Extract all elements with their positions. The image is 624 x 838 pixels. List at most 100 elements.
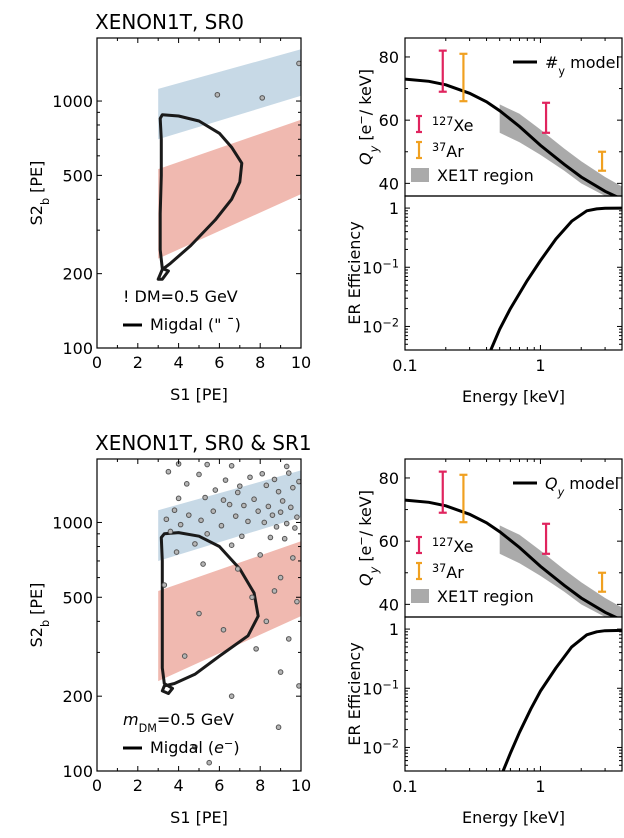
data-point xyxy=(167,528,174,535)
data-point xyxy=(204,461,210,468)
y-tick-label: 200 xyxy=(62,687,93,706)
data-point xyxy=(285,636,292,642)
y-tick-label: 40 xyxy=(379,595,399,614)
eff-panel-eff_top: 1 10−1 10−2 0.1 1 ER Efficiency Energy [keV] xyxy=(345,195,623,406)
data-point xyxy=(271,476,278,483)
migdal-contour xyxy=(159,531,260,695)
x-tick-label: 6 xyxy=(214,776,224,795)
data-point xyxy=(228,463,235,469)
y-axis-label: Qy [e−/ keV] xyxy=(355,490,381,586)
data-point xyxy=(279,498,286,504)
data-point xyxy=(214,91,221,98)
x-tick-label: 1 xyxy=(535,777,545,796)
data-point xyxy=(175,495,182,502)
data-point xyxy=(206,759,212,766)
x-tick-label: 0 xyxy=(92,353,102,372)
data-point xyxy=(226,501,233,508)
scatter-panel-scatter_sr0: 0 2 4 6 8 10 100 200 500 1000 XENON1T, SR0 S1 [PE] S… xyxy=(27,10,311,404)
eff-panel-eff_bottom: 1 10−1 10−2 0.1 1 ER Efficiency Energy [keV] xyxy=(345,616,623,827)
data-point xyxy=(277,669,284,675)
plot-area xyxy=(489,206,622,350)
data-point xyxy=(271,588,278,594)
migdal-contour xyxy=(156,113,244,281)
data-point xyxy=(285,470,292,476)
data-point xyxy=(296,478,301,485)
y-tick-label: 1 xyxy=(389,199,399,218)
legend-region: XE1T region xyxy=(437,166,534,185)
y-axis-label: Qy [e−/ keV] xyxy=(355,69,381,165)
data-point xyxy=(257,552,264,558)
data-point xyxy=(277,509,284,515)
legend-mass: ! DM=0.5 GeV xyxy=(123,287,238,306)
data-point xyxy=(259,95,266,101)
data-point xyxy=(288,504,294,511)
data-point xyxy=(290,555,296,561)
x-tick-label: 8 xyxy=(255,353,265,372)
data-point xyxy=(263,482,270,489)
data-point xyxy=(251,496,257,503)
y-tick-label: 80 xyxy=(379,48,399,67)
legend-region: XE1T region xyxy=(437,587,534,606)
data-point xyxy=(292,525,298,531)
data-point xyxy=(269,512,276,518)
legend-region-swatch xyxy=(411,168,429,182)
y-tick-label: 100 xyxy=(62,339,93,358)
legend-migdal: Migdal (" ¯) xyxy=(150,315,241,334)
data-point xyxy=(232,513,239,519)
data-point xyxy=(290,484,296,491)
y-tick-label: 10−1 xyxy=(362,257,399,278)
data-point xyxy=(161,582,168,588)
data-point xyxy=(294,514,300,520)
qy-panel-qy_top: 40 60 80 Qy [e−/ keV] #y model 127Xe 37Ar XE1T … xyxy=(355,37,623,197)
data-point xyxy=(241,502,247,509)
x-tick-label: 10 xyxy=(291,776,311,795)
legend-xe127: 127Xe xyxy=(432,536,473,557)
efficiency-curve xyxy=(489,206,622,350)
data-point xyxy=(200,561,206,567)
y-axis-label: S2b [PE] xyxy=(27,161,52,226)
legend-migdal: Migdal (e−) xyxy=(150,737,240,758)
x-tick-label: 1 xyxy=(535,356,545,375)
x-tick-label: 8 xyxy=(255,776,265,795)
data-point xyxy=(247,474,253,481)
data-point xyxy=(275,724,282,731)
x-axis-label: Energy [keV] xyxy=(462,808,565,827)
x-tick-label: 4 xyxy=(174,353,184,372)
y-axis-label: ER Efficiency xyxy=(345,642,364,745)
data-point xyxy=(163,516,170,523)
data-point xyxy=(275,488,282,495)
y-tick-label: 200 xyxy=(62,265,93,284)
er-band xyxy=(158,470,301,561)
data-point xyxy=(283,463,290,470)
y-tick-label: 40 xyxy=(379,174,399,193)
plot-area xyxy=(501,628,622,771)
data-point xyxy=(165,468,172,475)
x-tick-label: 2 xyxy=(133,353,143,372)
x-tick-label: 0.1 xyxy=(392,356,417,375)
data-point xyxy=(202,494,208,501)
data-point xyxy=(259,470,266,477)
x-tick-label: 2 xyxy=(133,776,143,795)
x-tick-label: 0.1 xyxy=(392,777,417,796)
plot-frame xyxy=(404,195,623,351)
y-axis-label: S2b [PE] xyxy=(27,583,52,648)
data-point xyxy=(294,598,300,605)
data-point xyxy=(239,533,245,540)
legend-ar37: 37Ar xyxy=(432,141,464,162)
data-point xyxy=(220,626,227,633)
y-tick-label: 80 xyxy=(379,469,399,488)
data-point xyxy=(234,489,241,496)
er-band xyxy=(158,49,301,140)
x-axis-label: S1 [PE] xyxy=(170,808,228,827)
y-axis-label: ER Efficiency xyxy=(345,221,364,324)
data-point xyxy=(253,646,259,652)
data-point xyxy=(228,542,235,548)
data-point xyxy=(210,508,217,514)
x-axis-label: S1 [PE] xyxy=(170,385,228,404)
x-tick-label: 6 xyxy=(214,353,224,372)
y-tick-label: 100 xyxy=(62,762,93,781)
data-point xyxy=(181,653,188,659)
legend-model: #y model xyxy=(545,53,620,78)
data-point xyxy=(177,521,184,528)
